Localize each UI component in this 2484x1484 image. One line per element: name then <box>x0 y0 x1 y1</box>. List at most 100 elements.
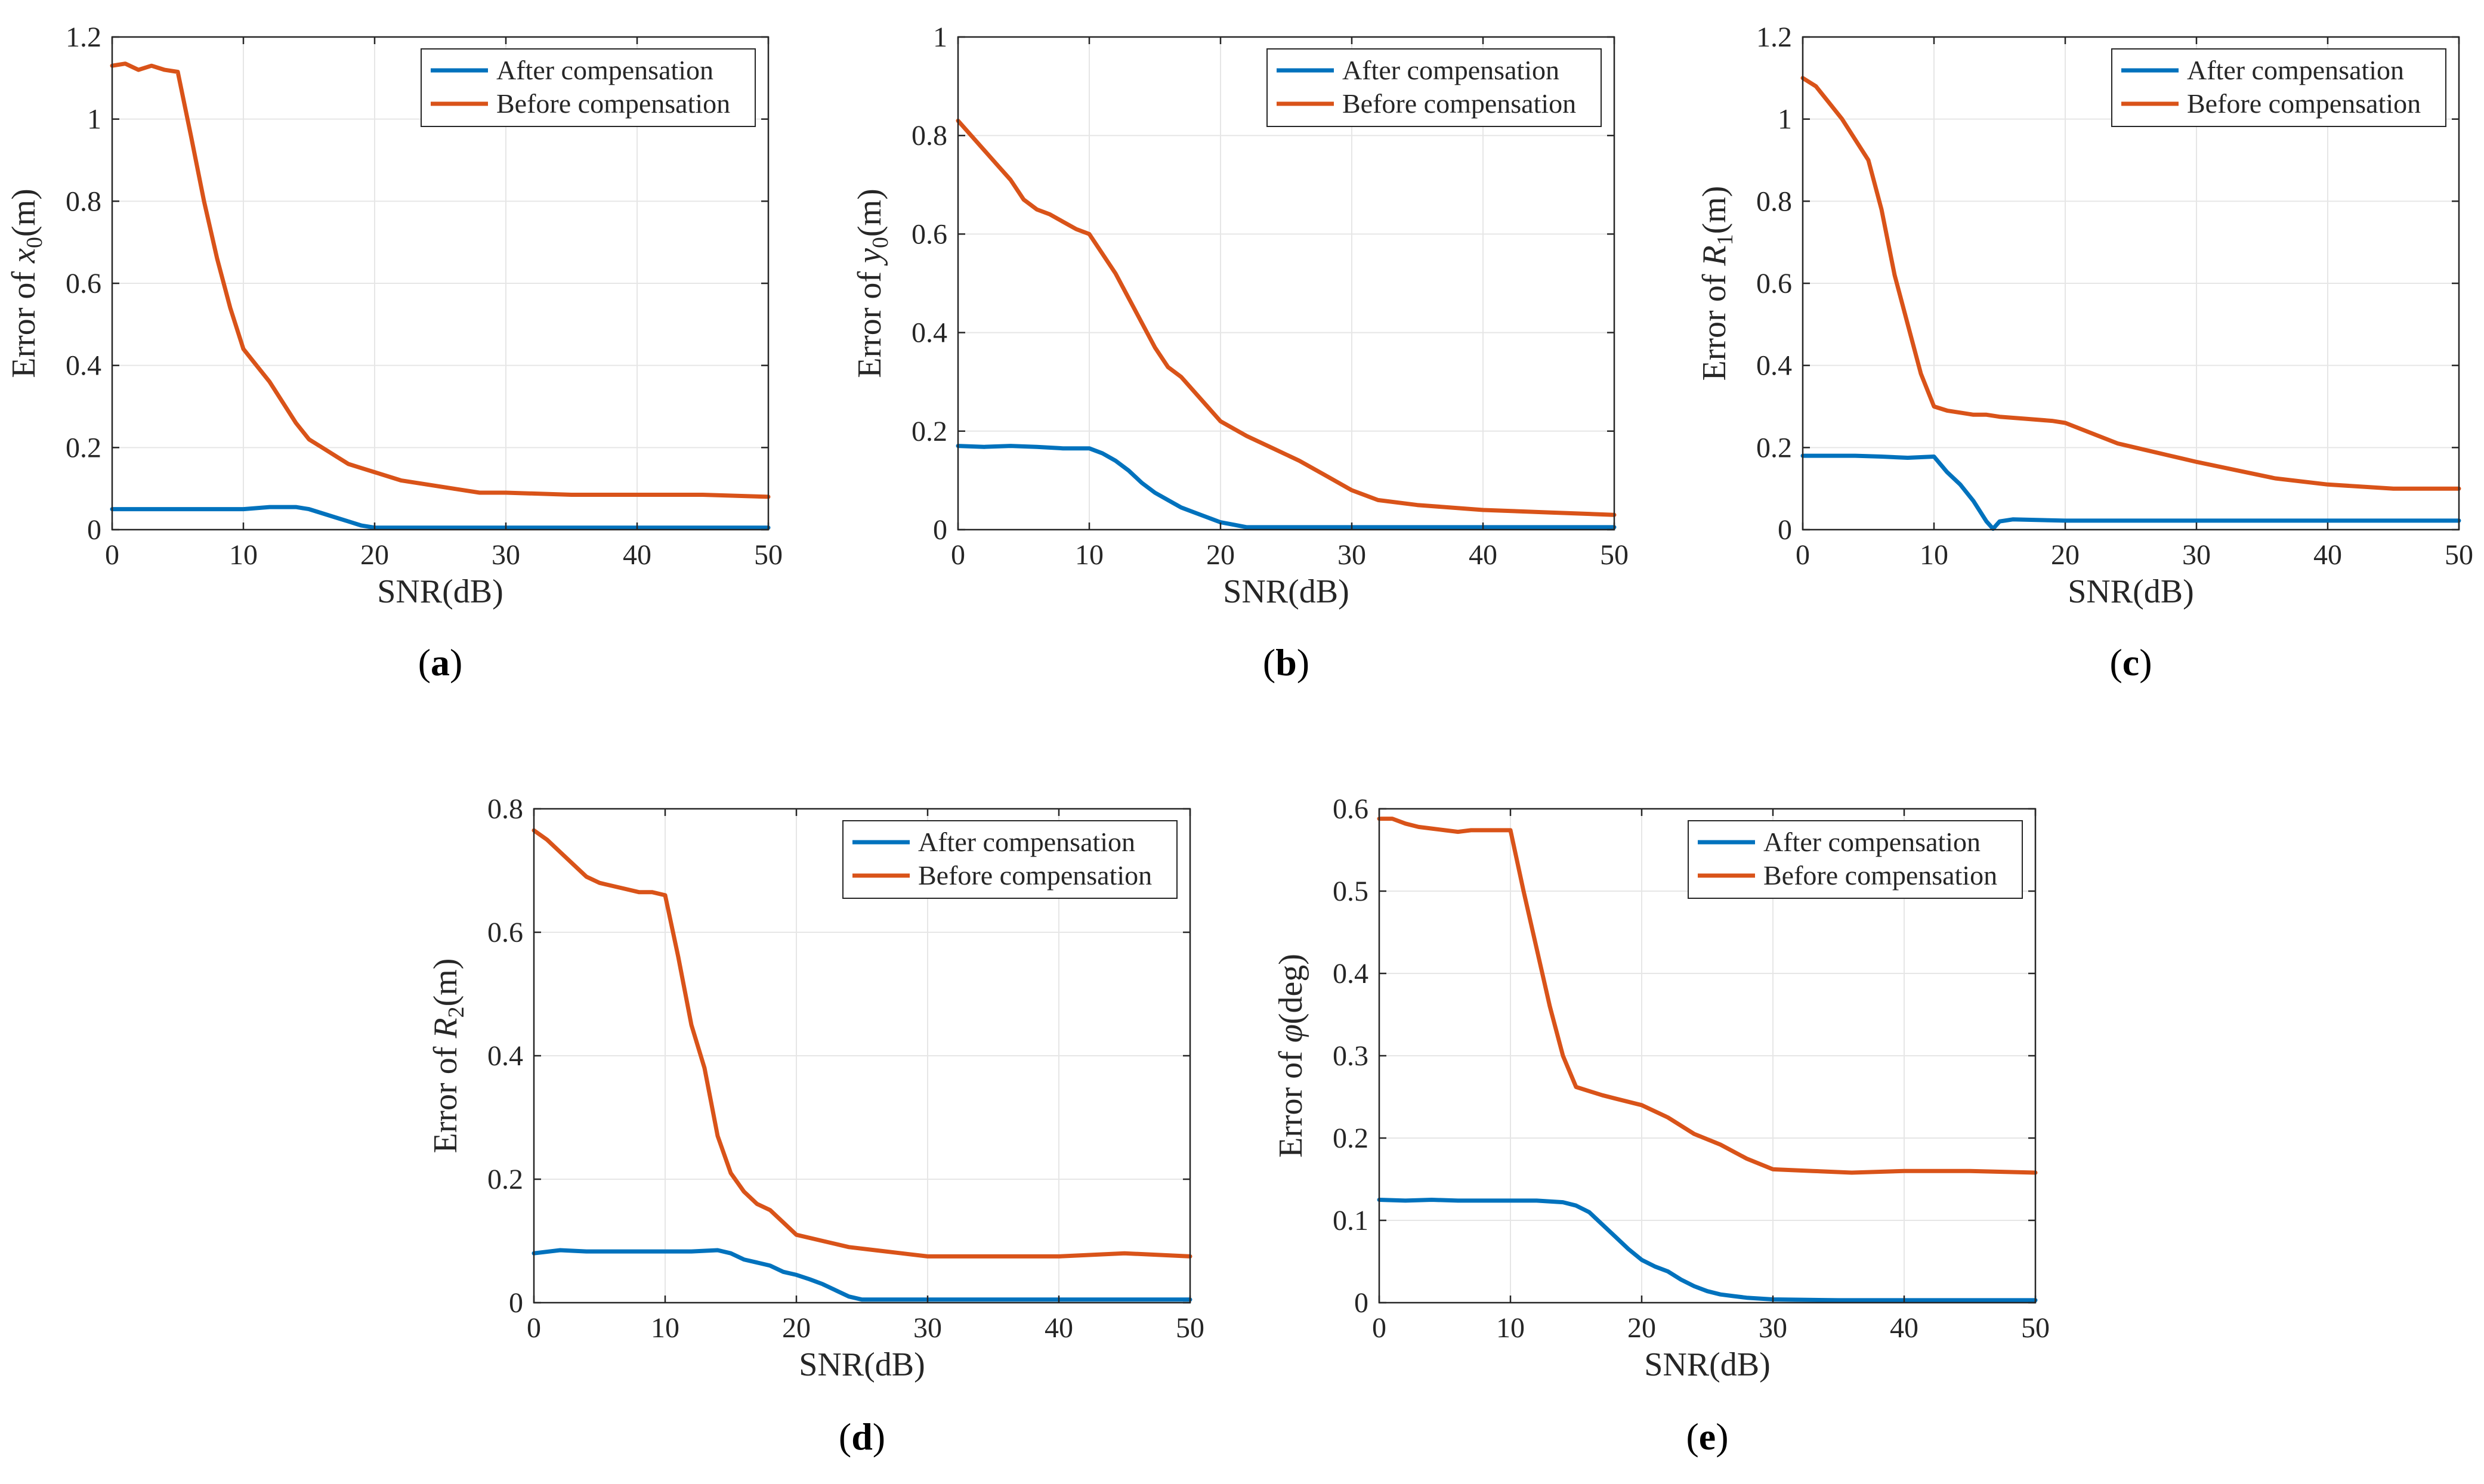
series-line-after <box>956 444 1617 530</box>
y-tick-label: 1.2 <box>1756 21 1792 53</box>
y-tick-label: 0.2 <box>912 416 947 447</box>
series-line-before <box>1377 817 2038 1175</box>
legend-box <box>2111 48 2446 127</box>
series-line-before <box>956 118 1617 517</box>
chart-a: 0 10 20 30 40 50 0 0.2 0.4 0.6 0.8 1 1.2 SNR(dB) Error… <box>5 21 783 684</box>
y-tick-label: 0.6 <box>912 218 947 250</box>
legend-label-after: After compensation <box>1763 827 1981 857</box>
legend-label-before: Before compensation <box>496 88 730 119</box>
y-tick-label: 0.3 <box>1333 1040 1368 1072</box>
panel-caption: (a) <box>418 641 463 684</box>
y-tick-label: 0 <box>509 1287 523 1319</box>
x-tick-label: 50 <box>2445 539 2473 571</box>
x-tick-label: 40 <box>623 539 651 571</box>
legend-label-before: Before compensation <box>2187 88 2421 119</box>
series-line-after <box>1800 453 2461 531</box>
x-axis-label: SNR(dB) <box>799 1346 925 1383</box>
x-tick-label: 20 <box>1206 539 1235 571</box>
chart-b: 0 10 20 30 40 50 0 0.2 0.4 0.6 0.8 1 SNR(dB) Error of… <box>851 21 1629 684</box>
legend-label-after: After compensation <box>2187 55 2404 85</box>
x-tick-label: 30 <box>1759 1312 1787 1344</box>
y-tick-label: 0.4 <box>1756 350 1792 382</box>
series-line-after <box>110 505 771 530</box>
y-tick-label: 0.1 <box>1333 1205 1368 1236</box>
x-tick-label: 30 <box>913 1312 942 1344</box>
x-tick-label: 40 <box>1890 1312 1918 1344</box>
legend-box <box>1688 820 2023 899</box>
x-axis-label: SNR(dB) <box>2068 573 2194 610</box>
x-tick-label: 50 <box>2021 1312 2050 1344</box>
x-tick-label: 20 <box>2051 539 2080 571</box>
y-tick-label: 0.8 <box>487 793 523 825</box>
x-tick-label: 10 <box>1920 539 1948 571</box>
y-tick-label: 0.2 <box>66 432 101 463</box>
x-tick-label: 20 <box>360 539 389 571</box>
legend-box <box>842 820 1178 899</box>
y-tick-label: 0.6 <box>1756 268 1792 299</box>
x-tick-label: 40 <box>1045 1312 1073 1344</box>
chart-e: 0 10 20 30 40 50 0 0.1 0.2 0.3 0.4 0.5 0.6 SNR(dB) Err… <box>1272 793 2050 1458</box>
y-axis-label: Error of φ(deg) <box>1272 954 1309 1158</box>
chart-d: 0 10 20 30 40 50 0 0.2 0.4 0.6 0.8 SNR(dB) Error of … <box>427 793 1204 1458</box>
y-tick-label: 0.2 <box>1756 432 1792 463</box>
y-axis-label: Error of x0(m) <box>5 188 47 378</box>
y-tick-label: 1.2 <box>66 21 101 53</box>
legend-label-after: After compensation <box>496 55 713 85</box>
y-axis-label: Error of R2(m) <box>427 959 469 1154</box>
x-axis-label: SNR(dB) <box>1223 573 1349 610</box>
x-tick-label: 0 <box>105 539 119 571</box>
x-axis-label: SNR(dB) <box>1644 1346 1771 1383</box>
x-tick-label: 0 <box>951 539 965 571</box>
x-tick-label: 30 <box>492 539 520 571</box>
legend-box <box>1266 48 1602 127</box>
x-tick-label: 20 <box>782 1312 811 1344</box>
y-axis-label: Error of y0(m) <box>851 188 893 378</box>
x-tick-label: 50 <box>754 539 783 571</box>
y-axis-label: Error of R1(m) <box>1696 186 1738 381</box>
legend-box <box>421 48 756 127</box>
x-tick-label: 10 <box>229 539 258 571</box>
panel-caption: (b) <box>1263 641 1309 684</box>
y-tick-label: 0.6 <box>1333 793 1368 825</box>
y-tick-label: 0.5 <box>1333 876 1368 907</box>
y-tick-label: 0.4 <box>66 350 101 382</box>
x-tick-label: 10 <box>1496 1312 1525 1344</box>
y-tick-label: 0.4 <box>1333 958 1368 990</box>
x-tick-label: 50 <box>1600 539 1629 571</box>
y-tick-label: 0.8 <box>912 120 947 152</box>
y-tick-label: 0.2 <box>1333 1123 1368 1154</box>
y-tick-label: 0 <box>933 514 947 546</box>
panel-caption: (c) <box>2109 641 2152 684</box>
x-tick-label: 0 <box>527 1312 541 1344</box>
panel-caption: (e) <box>1686 1415 1728 1458</box>
axes-box <box>957 36 1615 531</box>
y-tick-label: 0.4 <box>912 317 947 349</box>
legend-label-after: After compensation <box>1342 55 1559 85</box>
x-tick-label: 30 <box>1337 539 1366 571</box>
x-tick-label: 10 <box>1075 539 1104 571</box>
x-tick-label: 20 <box>1627 1312 1656 1344</box>
x-tick-label: 10 <box>651 1312 679 1344</box>
y-tick-label: 0 <box>1778 514 1792 546</box>
series-line-before <box>110 61 771 499</box>
y-tick-label: 0.4 <box>487 1040 523 1072</box>
x-tick-label: 50 <box>1176 1312 1204 1344</box>
x-tick-label: 0 <box>1372 1312 1386 1344</box>
x-tick-label: 30 <box>2182 539 2211 571</box>
y-tick-label: 0.8 <box>66 186 101 217</box>
y-tick-label: 0.6 <box>66 268 101 299</box>
y-tick-label: 0 <box>1354 1287 1368 1319</box>
y-tick-label: 1 <box>1778 104 1792 135</box>
y-tick-label: 0.6 <box>487 917 523 948</box>
x-tick-label: 40 <box>1469 539 1497 571</box>
y-tick-label: 1 <box>933 21 947 53</box>
x-axis-label: SNR(dB) <box>377 573 503 610</box>
x-tick-label: 0 <box>1796 539 1810 571</box>
series-line-after <box>1377 1198 2038 1303</box>
y-tick-label: 0 <box>87 514 101 546</box>
